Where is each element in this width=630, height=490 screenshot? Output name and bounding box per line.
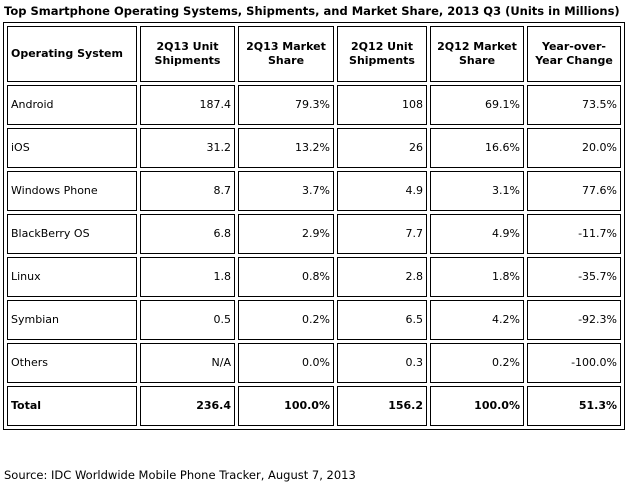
value-cell: -11.7% (527, 214, 621, 254)
os-cell: BlackBerry OS (7, 214, 137, 254)
value-cell: 108 (337, 85, 427, 125)
table-row-android: Android 187.4 79.3% 108 69.1% 73.5% (7, 85, 621, 125)
page-title: Top Smartphone Operating Systems, Shipme… (4, 4, 620, 18)
value-cell: 7.7 (337, 214, 427, 254)
value-cell: 0.3 (337, 343, 427, 383)
value-cell: 69.1% (430, 85, 524, 125)
value-cell: 8.7 (140, 171, 235, 211)
table-row-total: Total 236.4 100.0% 156.2 100.0% 51.3% (7, 386, 621, 426)
smartphone-os-table: Operating System 2Q13 Unit Shipments 2Q1… (3, 22, 625, 430)
value-cell: 51.3% (527, 386, 621, 426)
value-cell: 0.5 (140, 300, 235, 340)
value-cell: -35.7% (527, 257, 621, 297)
value-cell: 3.7% (238, 171, 334, 211)
os-cell: Others (7, 343, 137, 383)
value-cell: 77.6% (527, 171, 621, 211)
value-cell: 20.0% (527, 128, 621, 168)
os-cell: Linux (7, 257, 137, 297)
value-cell: 79.3% (238, 85, 334, 125)
table-row-ios: iOS 31.2 13.2% 26 16.6% 20.0% (7, 128, 621, 168)
table-header-row: Operating System 2Q13 Unit Shipments 2Q1… (7, 26, 621, 82)
value-cell: 73.5% (527, 85, 621, 125)
table-row-linux: Linux 1.8 0.8% 2.8 1.8% -35.7% (7, 257, 621, 297)
value-cell: -92.3% (527, 300, 621, 340)
os-cell: Total (7, 386, 137, 426)
value-cell: N/A (140, 343, 235, 383)
value-cell: 4.9 (337, 171, 427, 211)
value-cell: 0.8% (238, 257, 334, 297)
value-cell: 0.2% (430, 343, 524, 383)
header-cell-2q13-market-share: 2Q13 Market Share (238, 26, 334, 82)
value-cell: 2.8 (337, 257, 427, 297)
table-row-blackberry-os: BlackBerry OS 6.8 2.9% 7.7 4.9% -11.7% (7, 214, 621, 254)
value-cell: 0.2% (238, 300, 334, 340)
table-row-symbian: Symbian 0.5 0.2% 6.5 4.2% -92.3% (7, 300, 621, 340)
value-cell: 187.4 (140, 85, 235, 125)
value-cell: 236.4 (140, 386, 235, 426)
value-cell: -100.0% (527, 343, 621, 383)
value-cell: 100.0% (238, 386, 334, 426)
value-cell: 3.1% (430, 171, 524, 211)
value-cell: 31.2 (140, 128, 235, 168)
value-cell: 156.2 (337, 386, 427, 426)
value-cell: 4.9% (430, 214, 524, 254)
value-cell: 1.8 (140, 257, 235, 297)
table-row-others: Others N/A 0.0% 0.3 0.2% -100.0% (7, 343, 621, 383)
value-cell: 26 (337, 128, 427, 168)
table-row-windows-phone: Windows Phone 8.7 3.7% 4.9 3.1% 77.6% (7, 171, 621, 211)
value-cell: 16.6% (430, 128, 524, 168)
header-cell-2q12-market-share: 2Q12 Market Share (430, 26, 524, 82)
header-cell-2q12-unit-shipments: 2Q12 Unit Shipments (337, 26, 427, 82)
value-cell: 2.9% (238, 214, 334, 254)
value-cell: 13.2% (238, 128, 334, 168)
os-cell: Android (7, 85, 137, 125)
os-cell: Windows Phone (7, 171, 137, 211)
value-cell: 1.8% (430, 257, 524, 297)
header-cell-year-over-year-change: Year-over-Year Change (527, 26, 621, 82)
os-cell: iOS (7, 128, 137, 168)
value-cell: 100.0% (430, 386, 524, 426)
value-cell: 4.2% (430, 300, 524, 340)
value-cell: 6.5 (337, 300, 427, 340)
value-cell: 6.8 (140, 214, 235, 254)
source-note: Source: IDC Worldwide Mobile Phone Track… (4, 468, 356, 482)
os-cell: Symbian (7, 300, 137, 340)
value-cell: 0.0% (238, 343, 334, 383)
header-cell-2q13-unit-shipments: 2Q13 Unit Shipments (140, 26, 235, 82)
header-cell-operating-system: Operating System (7, 26, 137, 82)
